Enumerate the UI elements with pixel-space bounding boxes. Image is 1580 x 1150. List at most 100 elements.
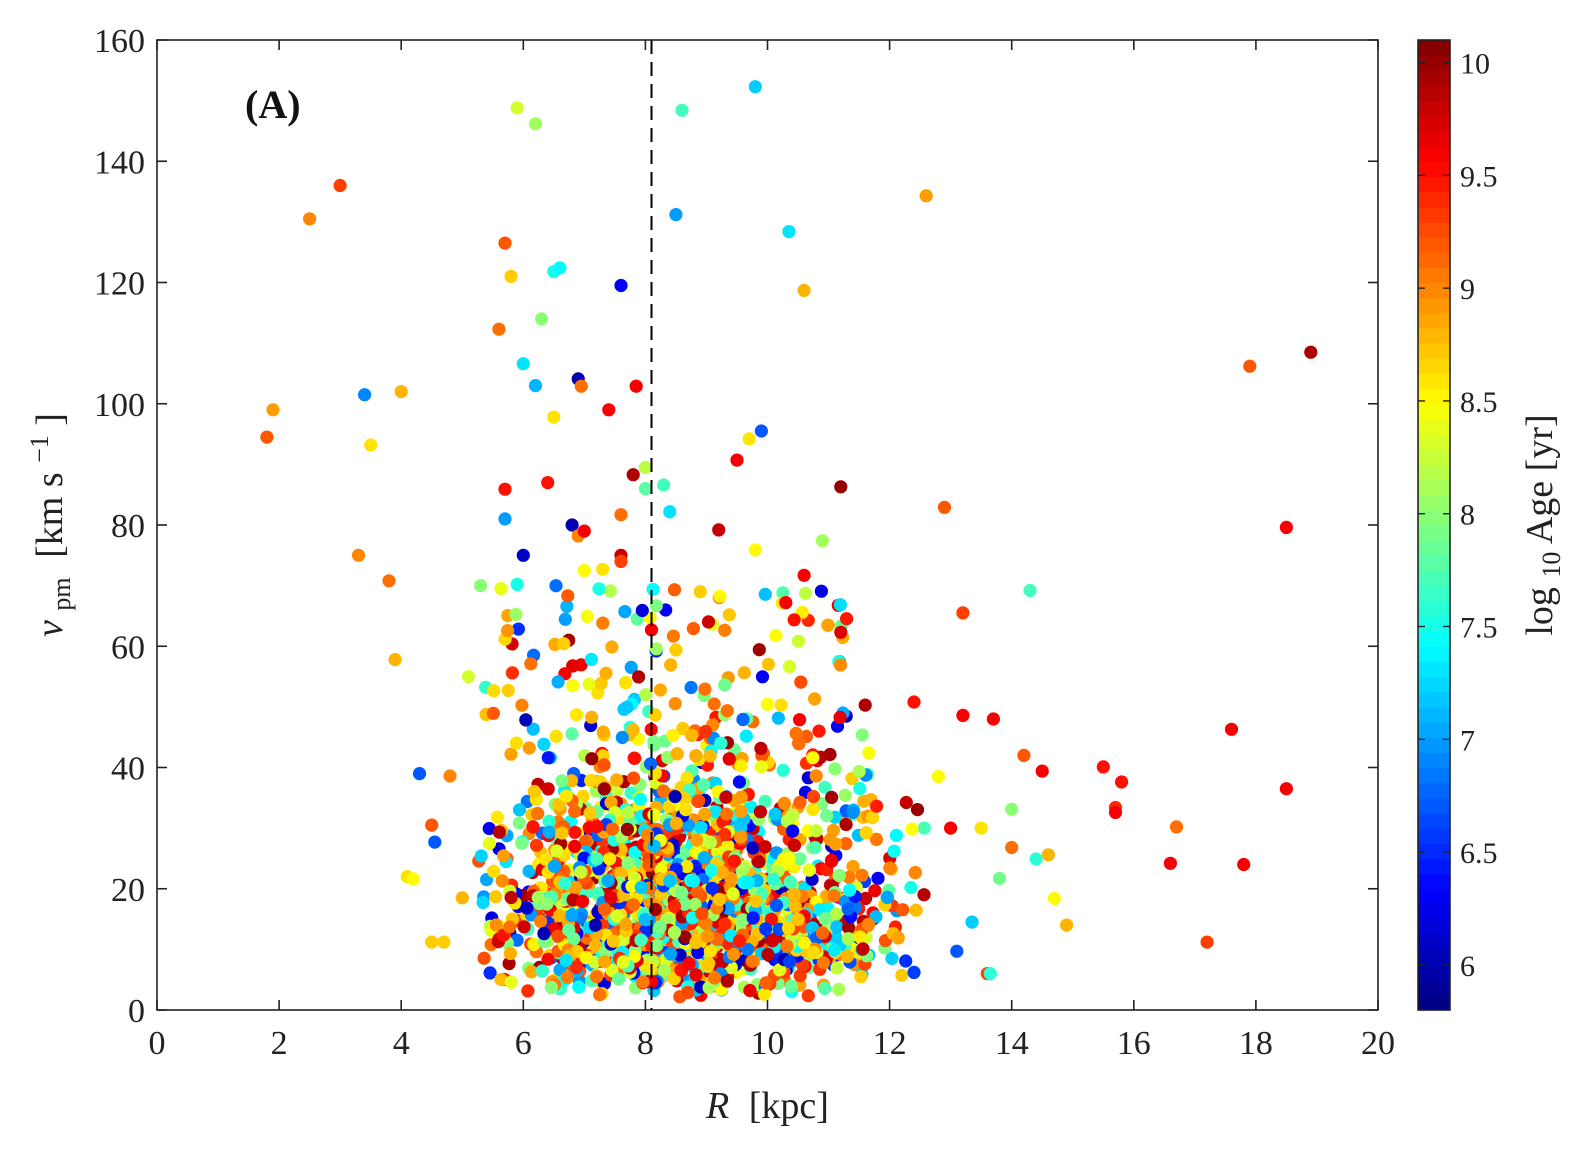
scatter-point — [619, 676, 633, 690]
scatter-point — [1096, 760, 1110, 774]
scatter-point — [684, 680, 698, 695]
scatter-point — [714, 736, 728, 750]
scatter-point — [657, 963, 672, 977]
scatter-point — [602, 403, 616, 417]
scatter-point — [685, 728, 699, 743]
scatter-point — [760, 697, 775, 711]
y-tick-label: 120 — [94, 266, 145, 303]
scatter-point — [818, 981, 832, 996]
scatter-point — [862, 746, 876, 760]
colorbar-tick-label: 8 — [1460, 499, 1475, 532]
scatter-point — [820, 808, 834, 823]
scatter-point — [682, 956, 696, 971]
colorbar-segment — [1418, 55, 1450, 71]
scatter-point — [814, 584, 829, 598]
scatter-point — [789, 726, 803, 741]
colorbar-segment — [1418, 40, 1450, 56]
scatter-point — [787, 888, 801, 902]
scatter-point — [535, 964, 549, 978]
scatter-point — [1041, 848, 1055, 862]
scatter-point — [722, 752, 736, 766]
scatter-point — [832, 869, 846, 883]
scatter-point — [558, 876, 572, 890]
scatter-point — [670, 747, 684, 761]
scatter-point — [489, 918, 503, 932]
scatter-point — [802, 863, 816, 877]
scatter-point — [743, 983, 757, 998]
scatter-point — [666, 629, 681, 643]
scatter-point — [694, 820, 708, 834]
scatter-point — [620, 700, 634, 714]
scatter-point — [753, 805, 768, 819]
scatter-point — [627, 751, 641, 765]
scatter-point — [568, 839, 582, 854]
scatter-point — [498, 482, 512, 496]
scatter-point — [603, 852, 617, 866]
scatter-point — [606, 934, 621, 948]
scatter-point — [482, 836, 496, 851]
scatter-point — [838, 788, 852, 802]
scatter-point — [610, 773, 624, 787]
scatter-point — [547, 859, 562, 873]
scatter-point — [846, 805, 860, 820]
scatter-point — [691, 794, 705, 809]
scatter-point — [1029, 852, 1043, 866]
scatter-point — [707, 697, 721, 711]
scatter-point — [541, 952, 555, 966]
scatter-point — [806, 802, 820, 817]
scatter-point — [818, 912, 832, 926]
scatter-point — [489, 890, 503, 904]
scatter-point — [830, 961, 844, 975]
scatter-point — [474, 849, 488, 863]
scatter-point — [678, 897, 692, 911]
colorbar-segment — [1418, 934, 1450, 950]
y-tick-label: 160 — [94, 23, 145, 60]
scatter-point — [746, 841, 760, 855]
scatter-point — [455, 891, 469, 905]
colorbar-segment — [1418, 903, 1450, 920]
colorbar-segment — [1418, 282, 1450, 299]
scatter-point — [498, 512, 512, 526]
colorbar-segment — [1418, 752, 1450, 769]
colorbar-segment — [1418, 146, 1450, 162]
colorbar-tick-label: 9 — [1460, 273, 1475, 306]
scatter-point — [629, 379, 643, 393]
colorbar-segment — [1418, 888, 1450, 905]
scatter-point — [647, 839, 661, 853]
scatter-point — [266, 403, 280, 417]
colorbar-frame — [1417, 39, 1451, 1011]
scatter-point — [624, 660, 638, 675]
scatter-point — [771, 711, 786, 725]
colorbar-segment — [1418, 130, 1450, 147]
scatter-point — [841, 902, 855, 916]
scatter-point — [626, 898, 641, 912]
scatter-point — [492, 825, 506, 839]
scatter-point — [520, 901, 534, 915]
scatter-point — [597, 955, 612, 969]
scatter-point — [937, 500, 952, 514]
scatter-point — [782, 225, 796, 239]
scatter-point — [504, 890, 518, 905]
scatter-point — [710, 932, 724, 946]
scatter-point — [805, 921, 820, 935]
x-axis-symbol: R — [705, 1085, 729, 1127]
scatter-point — [965, 915, 979, 929]
scatter-point — [504, 747, 518, 761]
scatter-point — [866, 811, 880, 825]
scatter-point — [638, 913, 652, 927]
scatter-point — [647, 735, 661, 749]
scatter-point — [584, 773, 598, 788]
scatter-point — [528, 117, 543, 131]
scatter-point — [614, 554, 628, 569]
scatter-point — [707, 971, 722, 985]
scatter-point — [522, 864, 536, 878]
scatter-point — [615, 730, 629, 745]
scatter-point — [590, 852, 604, 866]
y-tick-label: 0 — [128, 993, 145, 1030]
colorbar-segment — [1418, 464, 1450, 481]
scatter-point — [558, 612, 572, 626]
colorbar-tick-label: 7 — [1460, 724, 1475, 757]
scatter-point — [782, 660, 797, 674]
scatter-point — [907, 695, 921, 709]
scatter-point — [585, 752, 599, 766]
